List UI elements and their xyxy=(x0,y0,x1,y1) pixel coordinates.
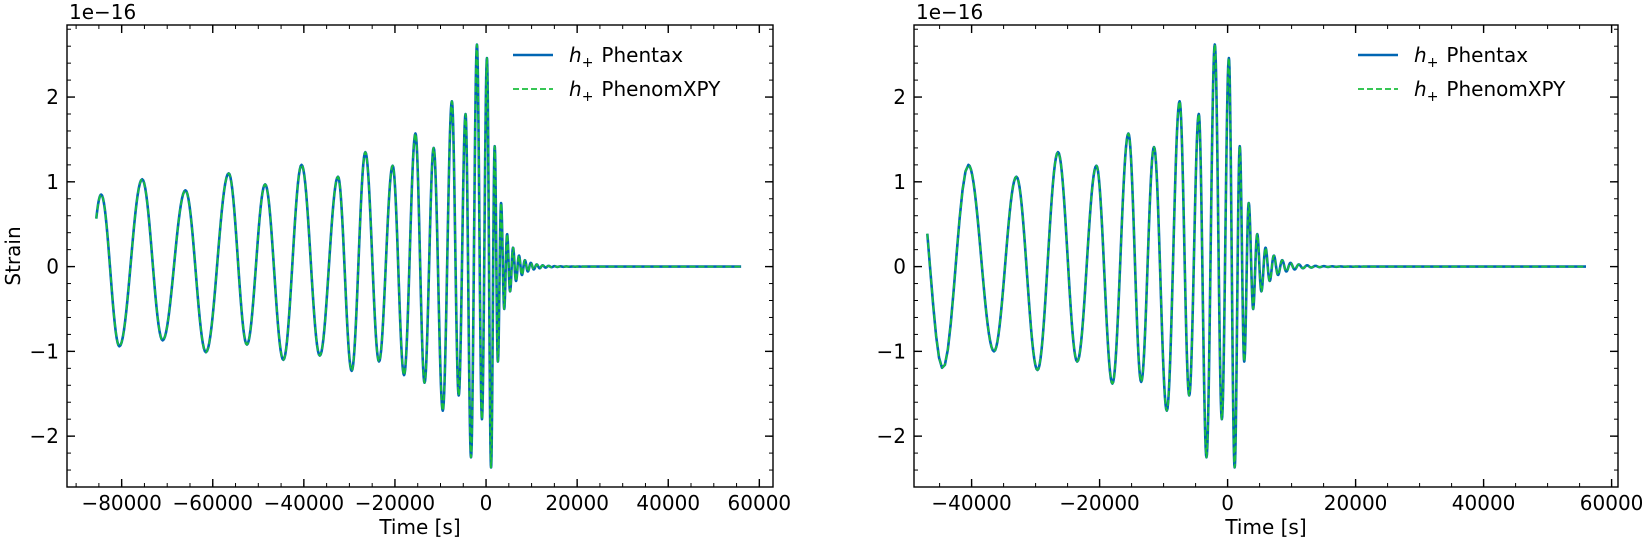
axes-frame xyxy=(66,24,774,488)
legend-subscript: + xyxy=(582,55,594,71)
legend-math: h xyxy=(569,77,582,101)
y-tick-label: −2 xyxy=(877,424,906,448)
legend-label: h+ PhenomXPY xyxy=(569,77,721,105)
y-offset-label: 1e−16 xyxy=(916,0,983,24)
x-tick-label: 40000 xyxy=(636,491,700,515)
series-line-phentax xyxy=(94,43,742,469)
y-tick-label: 1 xyxy=(893,170,906,194)
legend-label: h+ Phentax xyxy=(569,43,683,71)
y-tick-label: −2 xyxy=(30,424,59,448)
legend-label: h+ PhenomXPY xyxy=(1414,77,1566,105)
legend-label: h+ Phentax xyxy=(1414,43,1528,71)
legend-subscript: + xyxy=(1427,89,1439,105)
y-tick-label: 2 xyxy=(46,85,59,109)
x-tick-label: −60000 xyxy=(173,491,253,515)
legend-math: h xyxy=(1414,43,1427,67)
x-tick-label: 20000 xyxy=(1324,491,1388,515)
axes-frame xyxy=(913,24,1619,488)
panel-right: −40000 −20000 0 20000 40000 60000 −2 −1 0 1 2 1e−16… xyxy=(877,0,1644,539)
series-line-phenomxpy xyxy=(926,43,1587,469)
x-tick-label: −40000 xyxy=(931,491,1011,515)
legend-subscript: + xyxy=(1427,55,1439,71)
y-tick-label: 0 xyxy=(893,255,906,279)
y-tick-label: −1 xyxy=(30,339,59,363)
panel-left: −80000 −60000 −40000 −20000 0 20000 40000 60000… xyxy=(1,0,791,539)
x-tick-label: −20000 xyxy=(355,491,435,515)
y-offset-label: 1e−16 xyxy=(69,0,136,24)
x-tick-label: 60000 xyxy=(1580,491,1644,515)
x-axis-label: Time [s] xyxy=(1224,515,1306,539)
legend-text: Phentax xyxy=(1446,43,1528,67)
y-tick-label: 2 xyxy=(893,85,906,109)
x-axis-label: Time [s] xyxy=(378,515,460,539)
x-tick-label: 40000 xyxy=(1452,491,1516,515)
y-tick-label: 0 xyxy=(46,255,59,279)
legend-math: h xyxy=(569,43,582,67)
x-tick-label: 20000 xyxy=(545,491,609,515)
y-axis-label: Strain xyxy=(1,226,25,285)
y-tick-label: 1 xyxy=(46,170,59,194)
y-tick-label: −1 xyxy=(877,339,906,363)
legend-text: Phentax xyxy=(601,43,683,67)
x-tick-label: −40000 xyxy=(264,491,344,515)
x-tick-label: 60000 xyxy=(728,491,792,515)
x-tick-label: 0 xyxy=(480,491,493,515)
legend-math: h xyxy=(1414,77,1427,101)
x-tick-label: −20000 xyxy=(1059,491,1139,515)
legend-text: PhenomXPY xyxy=(1446,77,1566,101)
legend-text: PhenomXPY xyxy=(601,77,721,101)
series-line-phenomxpy xyxy=(95,43,742,469)
legend-subscript: + xyxy=(582,89,594,105)
x-tick-label: −80000 xyxy=(81,491,161,515)
x-tick-label: 0 xyxy=(1221,491,1234,515)
